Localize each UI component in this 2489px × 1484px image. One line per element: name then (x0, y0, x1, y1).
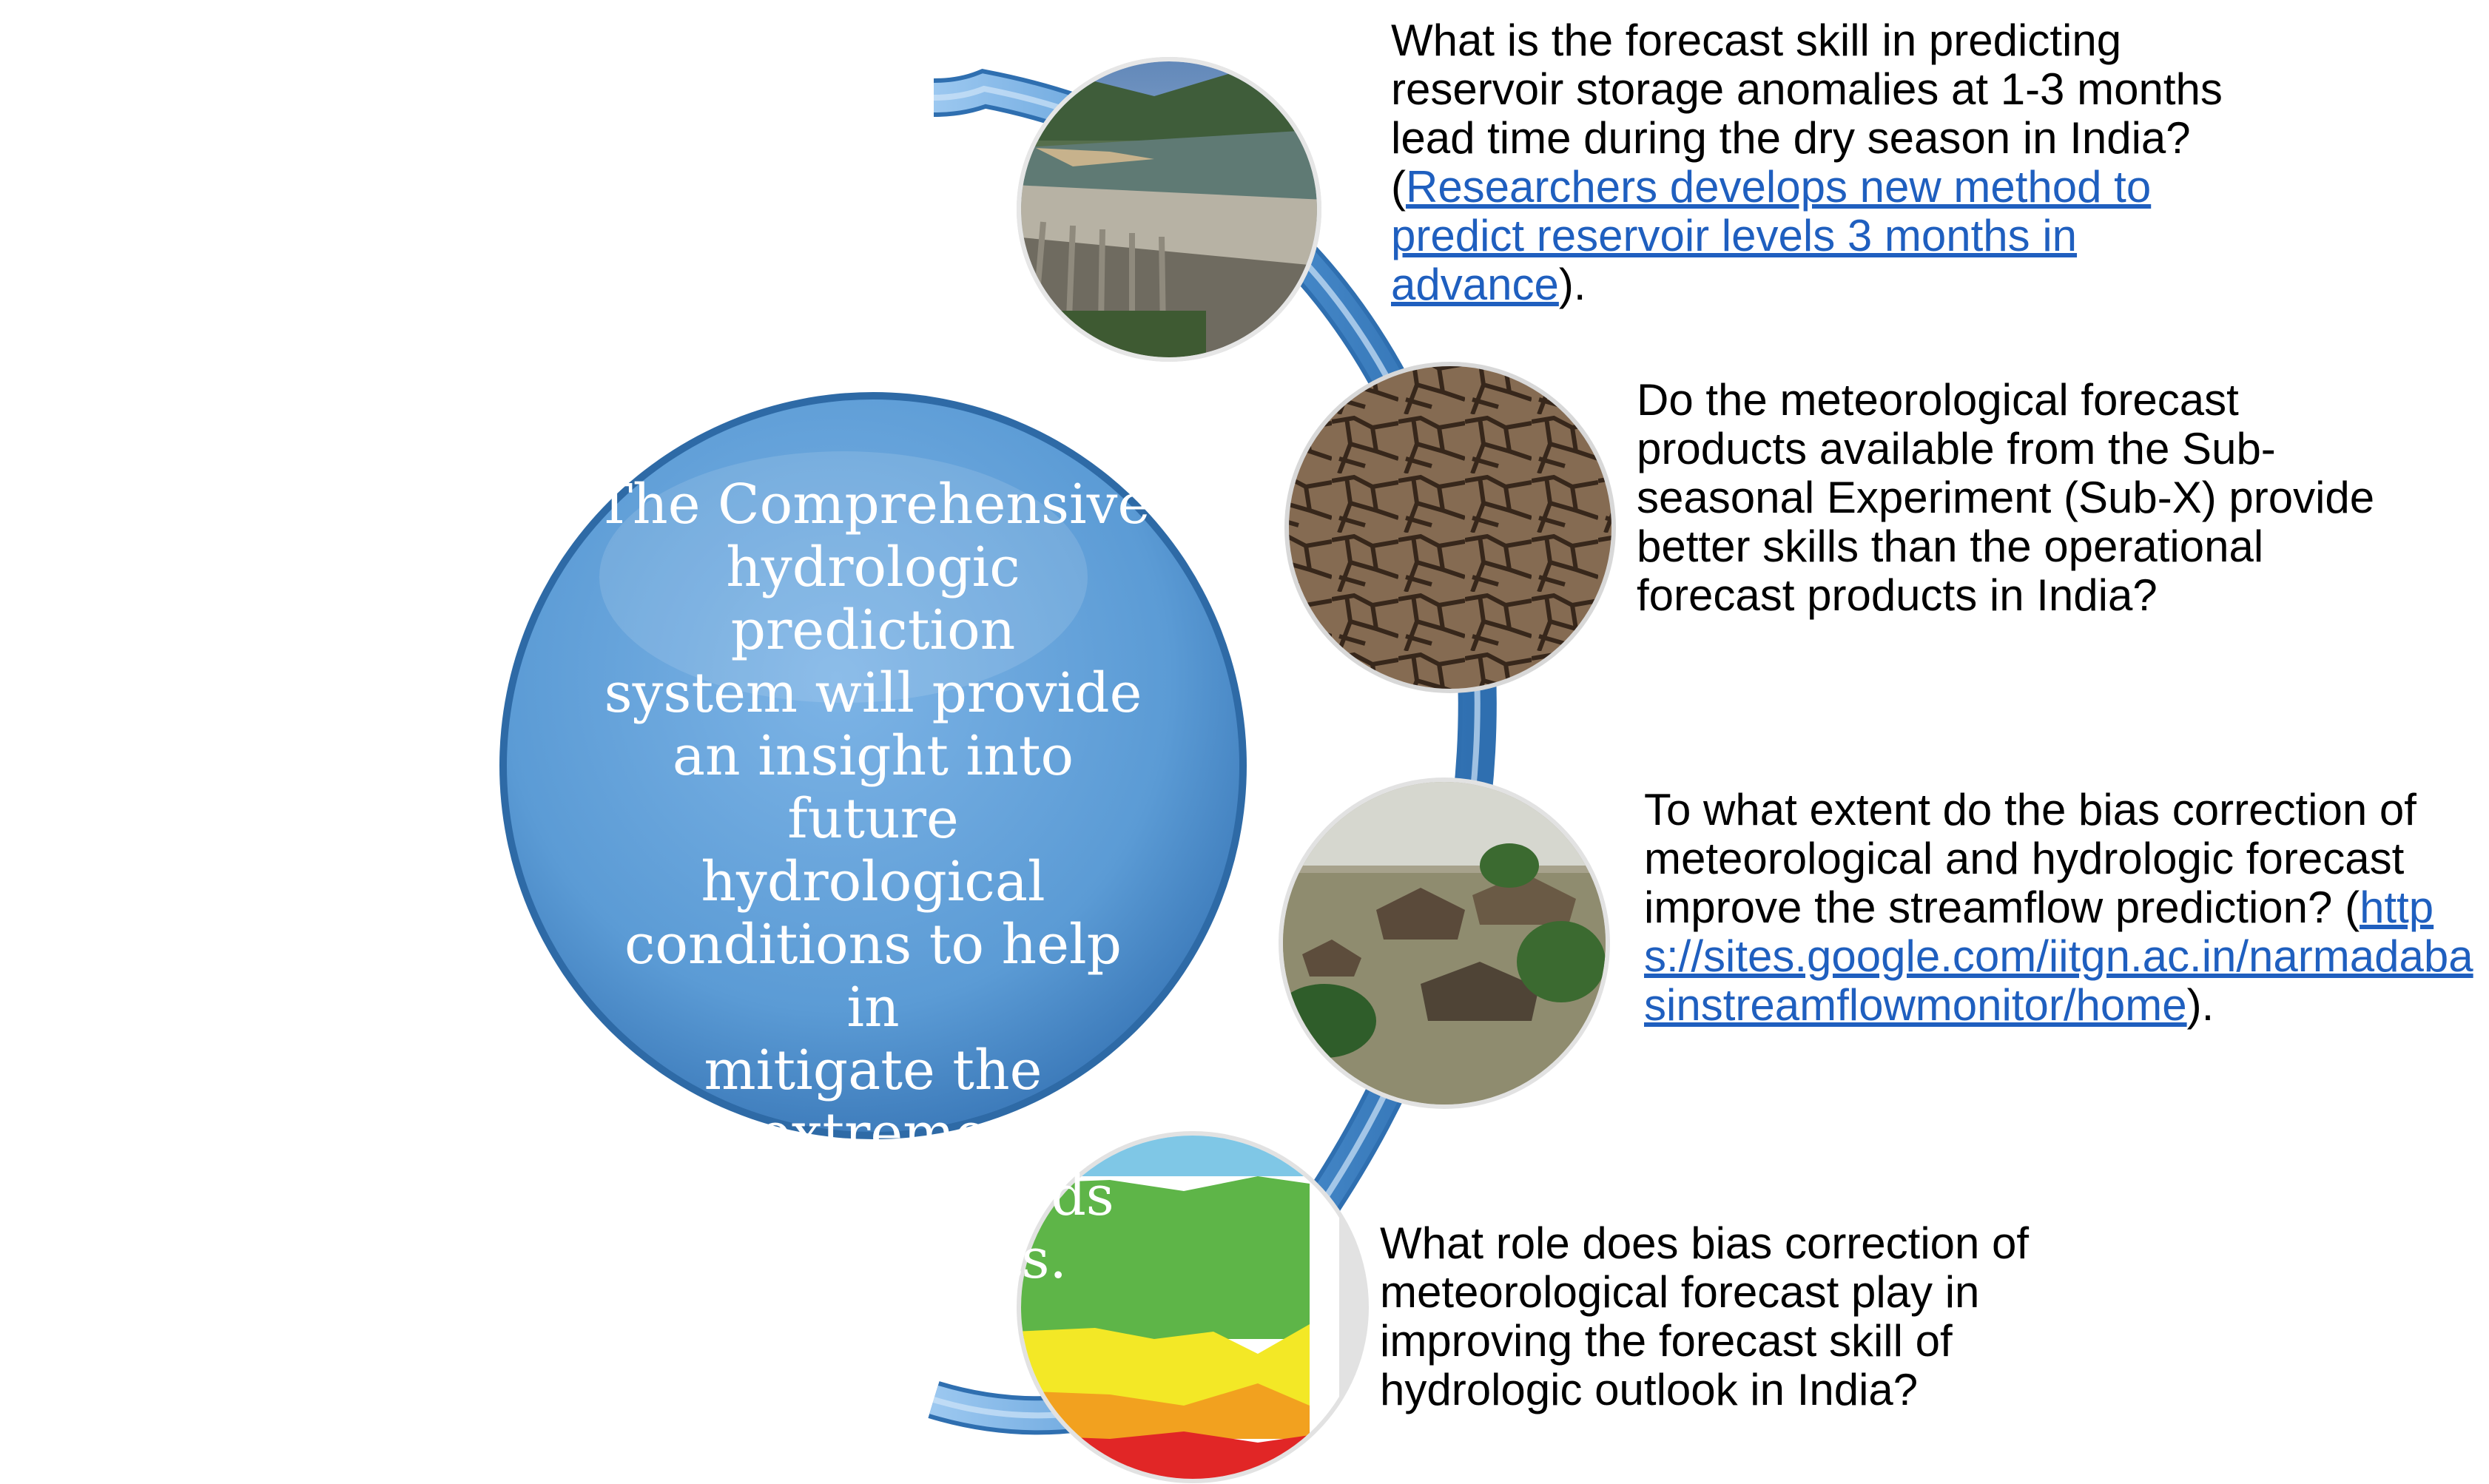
question-text-end: ). (2186, 980, 2214, 1030)
center-line: conditions to help in (624, 913, 1122, 1039)
flooded-village-photo (1279, 778, 1610, 1109)
center-line: system will provide (604, 661, 1142, 725)
center-line: The Comprehensive (596, 473, 1151, 536)
question-text: What role does bias correction of meteor… (1380, 1218, 2030, 1414)
question-subx-forecast: Do the meteorological forecast products … (1637, 376, 2414, 620)
center-line: hydrological (701, 850, 1045, 914)
question-text: Do the meteorological forecast products … (1637, 375, 2375, 620)
center-line: an insight into future (672, 724, 1074, 851)
question-text-end: ). (1558, 260, 1586, 309)
question-text: What is the forecast skill in predicting… (1391, 16, 2223, 212)
narmada-monitor-link[interactable]: https://sites.google.com/iitgn.ac.in/nar… (1644, 883, 2473, 1030)
cracked-dry-earth-photo (1284, 362, 1616, 693)
center-summary-text: The Comprehensive hydrologic prediction … (592, 473, 1154, 1291)
reservoir-news-link[interactable]: Researchers develops new method to predi… (1391, 162, 2152, 309)
forecast-skill-chart-photo (1017, 1131, 1369, 1483)
question-reservoir-forecast: What is the forecast skill in predicting… (1391, 16, 2279, 309)
question-text: To what extent do the bias correction of… (1644, 785, 2416, 932)
center-line: hydrologic prediction (726, 536, 1020, 662)
question-bias-correction-streamflow: To what extent do the bias correction of… (1644, 786, 2480, 1030)
center-line: events like floods (632, 1164, 1114, 1228)
center-line: and droughts. (679, 1227, 1067, 1291)
main-circle (499, 392, 1247, 1139)
question-bias-correction-outlook: What role does bias correction of meteor… (1380, 1219, 2142, 1414)
center-line: mitigate the extreme (704, 1039, 1043, 1165)
reservoir-dam-photo (1017, 57, 1321, 362)
